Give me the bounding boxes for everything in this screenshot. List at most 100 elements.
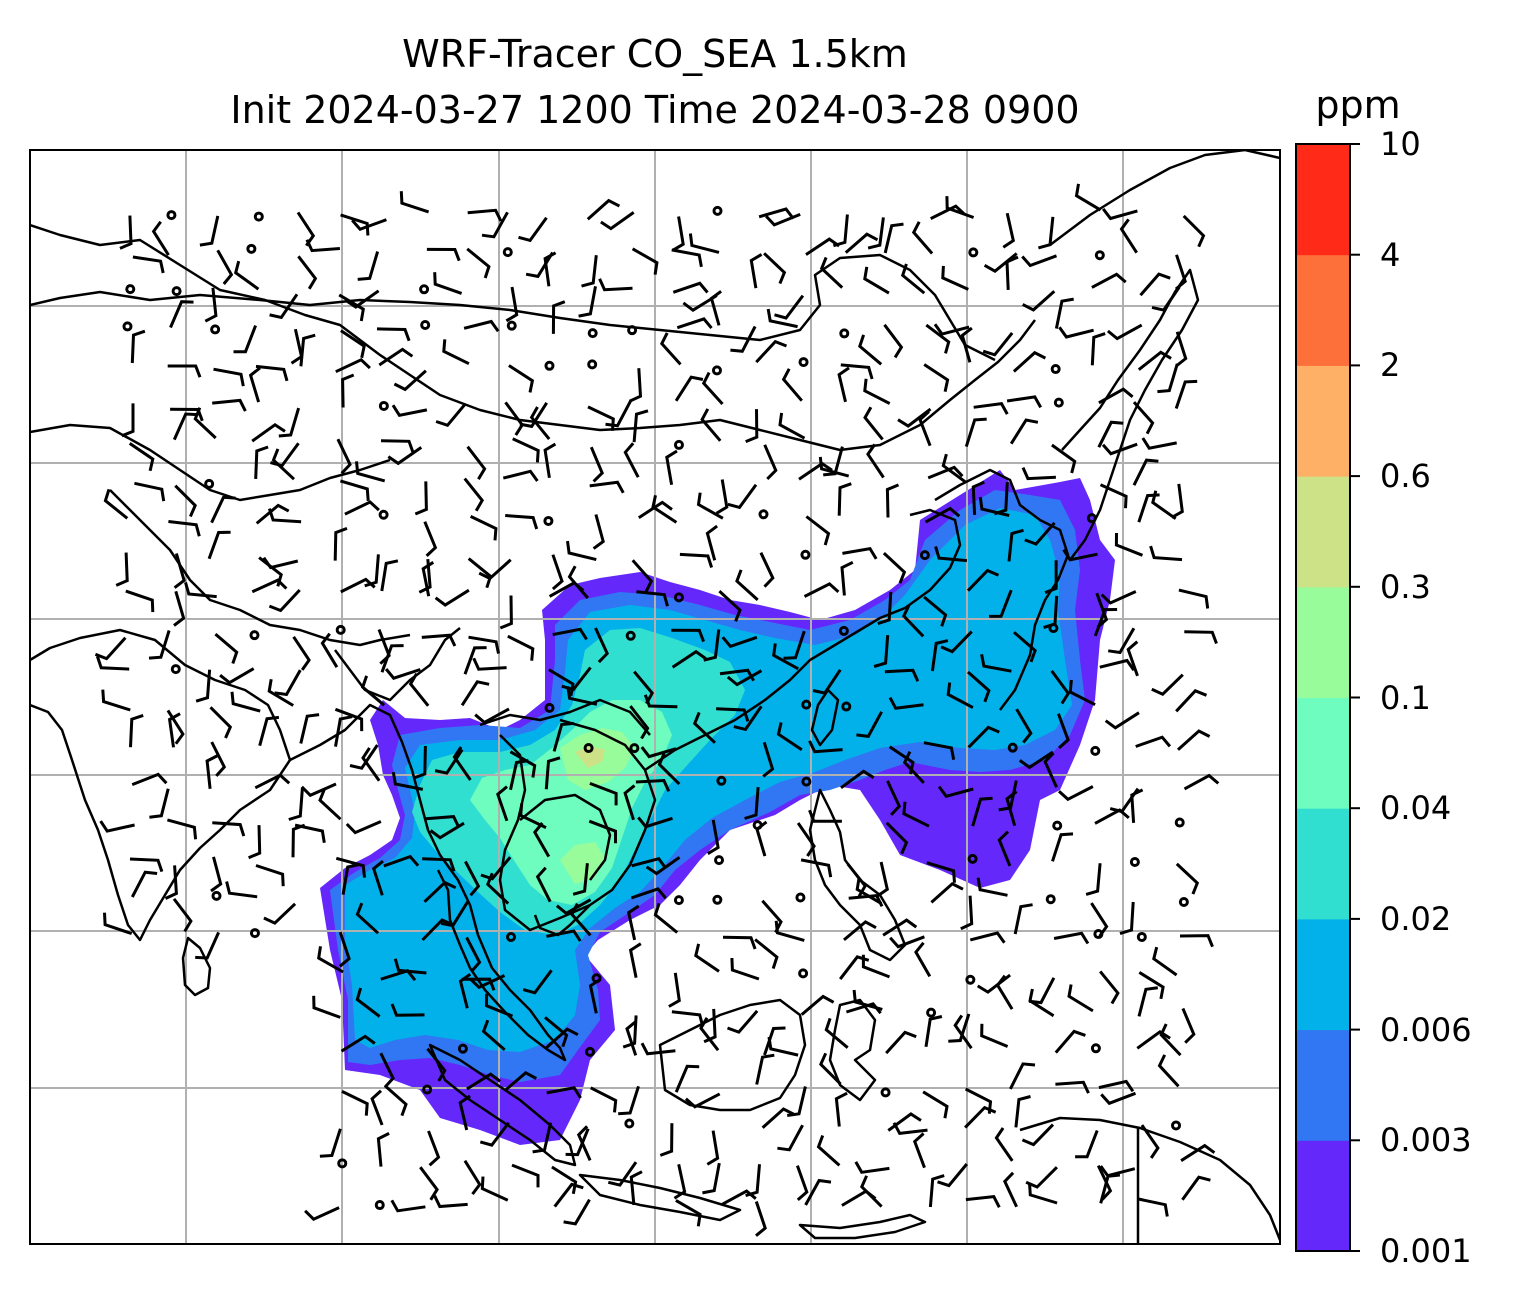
wind-barb bbox=[1184, 630, 1218, 645]
wind-barb bbox=[355, 902, 380, 935]
colorbar-tick-label: 4 bbox=[1380, 235, 1401, 274]
wind-barb bbox=[643, 694, 678, 709]
wind-barb bbox=[1003, 1171, 1018, 1208]
wind-barb bbox=[248, 366, 261, 403]
wind-barb bbox=[318, 788, 342, 821]
colorbar-segment bbox=[1296, 697, 1350, 809]
wind-barb bbox=[378, 347, 414, 367]
wind-barb bbox=[480, 1176, 509, 1202]
colorbar-segment bbox=[1296, 144, 1350, 256]
calm-wind-marker bbox=[967, 853, 978, 864]
wind-barb bbox=[130, 870, 158, 898]
wind-barb bbox=[1100, 1091, 1137, 1106]
wind-barb bbox=[433, 1195, 468, 1209]
calm-wind-marker bbox=[171, 286, 182, 297]
wind-barb bbox=[380, 439, 415, 454]
wind-barb bbox=[210, 741, 227, 777]
wind-barb bbox=[777, 1124, 804, 1152]
wind-barb bbox=[994, 1127, 1014, 1162]
wind-barb bbox=[762, 741, 775, 778]
wind-barb bbox=[592, 514, 605, 550]
wind-barb bbox=[671, 1010, 705, 1027]
wind-barb bbox=[548, 668, 575, 697]
wind-barb bbox=[380, 644, 404, 673]
wind-barb bbox=[772, 643, 799, 671]
colorbar-tick-label: 10 bbox=[1380, 125, 1421, 163]
wind-barb bbox=[209, 706, 233, 739]
wind-barb bbox=[291, 823, 306, 858]
calm-wind-marker bbox=[457, 1043, 468, 1054]
wind-barb bbox=[255, 864, 285, 887]
wind-barb bbox=[674, 375, 704, 402]
wind-barb bbox=[630, 887, 667, 900]
wind-barb bbox=[866, 443, 885, 479]
wind-barb bbox=[1090, 332, 1106, 366]
wind-barb bbox=[509, 759, 529, 791]
wind-barb bbox=[421, 561, 435, 597]
calm-wind-marker bbox=[798, 968, 809, 979]
wind-barb bbox=[519, 401, 548, 429]
colorbar-unit: ppm bbox=[1315, 83, 1401, 127]
wind-barb bbox=[805, 237, 840, 256]
wind-barb bbox=[707, 819, 720, 855]
wind-barb bbox=[1002, 212, 1015, 249]
wind-barb bbox=[885, 483, 900, 518]
wind-barb bbox=[845, 1002, 882, 1015]
wind-barb bbox=[653, 902, 679, 934]
wind-barb bbox=[632, 409, 649, 443]
wind-barb bbox=[676, 317, 713, 330]
wind-barb bbox=[1138, 971, 1165, 1000]
wind-barb bbox=[622, 1015, 638, 1049]
wind-barb bbox=[628, 942, 642, 978]
border-himalaya bbox=[109, 489, 411, 647]
wind-barb bbox=[480, 856, 512, 881]
wind-barbs bbox=[94, 183, 1220, 1237]
wind-barb bbox=[248, 825, 262, 860]
wind-barb bbox=[635, 778, 671, 793]
coastline-philippines bbox=[808, 788, 907, 962]
wind-barb bbox=[148, 630, 171, 660]
wind-barb bbox=[930, 882, 964, 904]
wind-barb bbox=[925, 323, 951, 354]
wind-barb bbox=[391, 404, 428, 417]
wind-barb bbox=[1021, 254, 1058, 268]
wind-barb bbox=[948, 1013, 971, 1043]
calm-wind-marker bbox=[210, 324, 221, 335]
wind-barb bbox=[193, 407, 217, 440]
wind-barb bbox=[1013, 631, 1037, 663]
wind-barb bbox=[702, 1162, 721, 1195]
wind-barb bbox=[555, 898, 592, 916]
wind-barb bbox=[1171, 483, 1184, 519]
wind-barb bbox=[969, 931, 1006, 944]
wind-barb bbox=[786, 1086, 807, 1117]
wind-barb bbox=[674, 1064, 700, 1093]
wind-barb bbox=[1100, 590, 1137, 605]
border-central-asia bbox=[30, 423, 391, 502]
wind-barb bbox=[532, 1122, 553, 1154]
wind-barb bbox=[763, 1026, 786, 1056]
wind-barb bbox=[1015, 708, 1033, 744]
wind-barb bbox=[339, 479, 370, 502]
wind-barb bbox=[763, 444, 778, 480]
colorbar bbox=[1295, 143, 1360, 1252]
wind-barb bbox=[233, 260, 260, 291]
wind-barb bbox=[722, 935, 757, 950]
wind-barb bbox=[973, 401, 1009, 415]
wind-barb bbox=[552, 721, 574, 752]
wind-barb bbox=[167, 818, 198, 840]
wind-barb bbox=[505, 514, 539, 530]
wind-barb bbox=[271, 448, 296, 481]
wind-barb bbox=[429, 821, 465, 840]
wind-barb bbox=[1006, 395, 1043, 409]
wind-barb bbox=[508, 364, 535, 393]
wind-barb bbox=[255, 503, 290, 525]
wind-barb bbox=[1005, 255, 1019, 290]
wind-barb bbox=[1104, 711, 1140, 730]
wind-barb bbox=[351, 218, 387, 232]
wind-barb bbox=[883, 222, 904, 254]
wind-barb bbox=[1005, 790, 1018, 827]
wind-barb bbox=[631, 559, 654, 593]
wind-barb bbox=[636, 590, 669, 607]
wind-barb bbox=[1075, 1129, 1099, 1159]
wind-barb bbox=[659, 332, 682, 366]
